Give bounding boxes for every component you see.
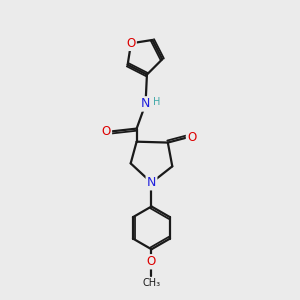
Text: H: H (153, 97, 160, 107)
Text: CH₃: CH₃ (142, 278, 160, 288)
Text: N: N (147, 176, 156, 189)
Text: N: N (141, 98, 150, 110)
Text: O: O (147, 255, 156, 268)
Text: O: O (126, 37, 136, 50)
Text: O: O (187, 131, 196, 144)
Text: O: O (102, 125, 111, 138)
